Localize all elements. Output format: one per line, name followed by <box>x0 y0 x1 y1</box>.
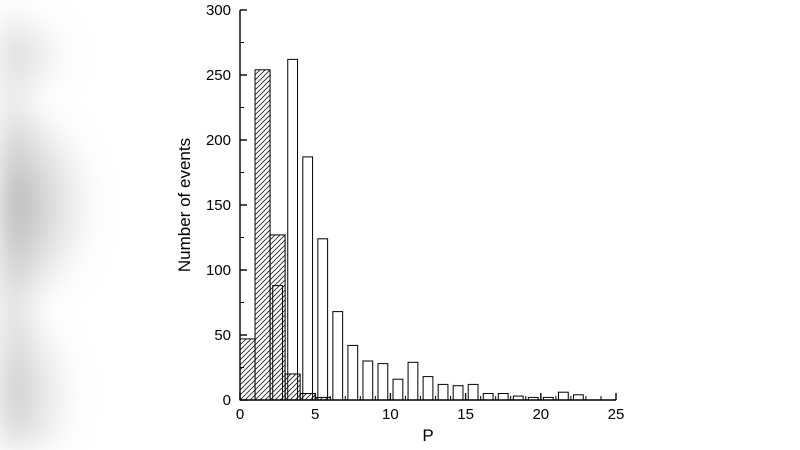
hatched-bar <box>299 393 316 401</box>
y-axis-title: Number of events <box>175 138 194 272</box>
open-bar <box>452 385 464 401</box>
x-tick-label: 25 <box>608 406 625 423</box>
hatched-bar <box>239 338 256 401</box>
hatched-bar <box>254 69 271 401</box>
open-bar <box>407 361 419 401</box>
open-bar <box>422 376 434 401</box>
plot-area: 0 50 100 150 200 250 300 0 5 10 15 20 25 <box>206 2 624 423</box>
x-tick-label: 20 <box>532 406 549 423</box>
y-tick-label: 250 <box>206 67 231 84</box>
x-tick-label: 5 <box>311 406 319 423</box>
y-tick-label: 300 <box>206 2 231 19</box>
open-bar <box>302 156 314 401</box>
y-tick-label: 150 <box>206 197 231 214</box>
open-bar <box>317 238 329 401</box>
hatched-bar <box>269 234 286 401</box>
y-tick-label: 100 <box>206 262 231 279</box>
y-tick-label: 50 <box>214 327 231 344</box>
open-bar <box>557 391 569 401</box>
x-tick-label: 10 <box>382 406 399 423</box>
open-bar <box>497 393 509 401</box>
open-bar <box>377 363 389 401</box>
axes <box>239 9 617 401</box>
y-tick-label: 200 <box>206 132 231 149</box>
x-axis-title: P <box>422 426 433 445</box>
open-bar <box>332 311 344 401</box>
x-tick-label: 15 <box>457 406 474 423</box>
hatched-bars <box>239 69 331 401</box>
tick-labels: 0 50 100 150 200 250 300 0 5 10 15 20 25 <box>206 2 624 423</box>
open-bar <box>482 393 494 401</box>
open-bar <box>362 360 374 401</box>
open-bar <box>573 394 584 401</box>
open-bars <box>272 58 584 401</box>
open-bar <box>287 58 299 401</box>
open-bar <box>437 383 449 401</box>
open-bar <box>467 383 479 401</box>
hatched-bar <box>284 373 301 401</box>
y-tick-label: 0 <box>223 392 231 409</box>
open-bar <box>392 378 404 401</box>
x-tick-label: 0 <box>236 406 244 423</box>
open-bar <box>347 344 359 401</box>
